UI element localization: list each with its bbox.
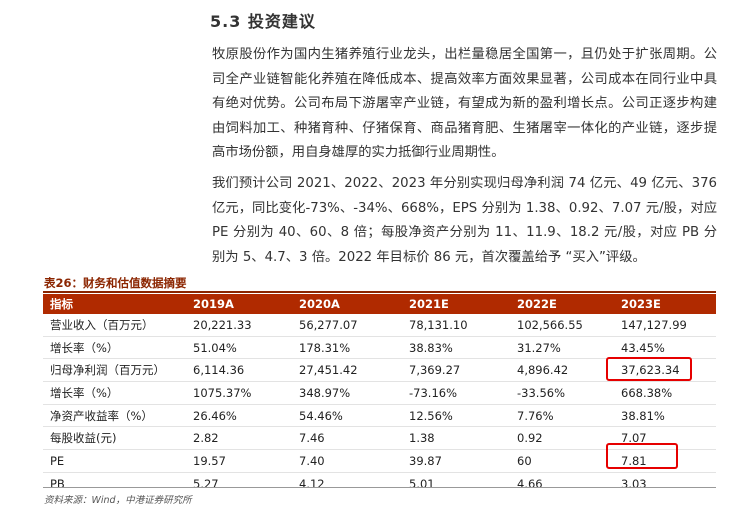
table-cell: 38.81% xyxy=(614,404,716,428)
table-cell: 0.92 xyxy=(510,426,614,451)
table-cell: 51.04% xyxy=(186,336,292,360)
highlight-box-net-profit-2023e xyxy=(606,357,692,381)
table-cell: 4.12 xyxy=(299,476,325,491)
table-cell: 4.66 xyxy=(517,476,543,491)
row-label: 增长率（%） xyxy=(43,381,186,405)
table-row-revenue-growth: 增长率（%） 51.04% 178.31% 38.83% 31.27% 43.4… xyxy=(43,336,716,360)
table-cell: 7.46 xyxy=(292,426,402,451)
row-label: 每股收益(元) xyxy=(43,426,186,451)
table-cell: 1075.37% xyxy=(186,381,292,405)
table-cell: 27,451.42 xyxy=(292,358,402,383)
header-2021e: 2021E xyxy=(402,294,510,314)
table-cell: 348.97% xyxy=(292,381,402,405)
row-label: 净资产收益率（%） xyxy=(43,404,186,428)
table-row-revenue: 营业收入（百万元） 20,221.33 56,277.07 78,131.10 … xyxy=(43,314,716,337)
table-cell: 2.82 xyxy=(186,426,292,451)
table-bottom-rule xyxy=(43,487,716,488)
table-row-roe: 净资产收益率（%） 26.46% 54.46% 12.56% 7.76% 38.… xyxy=(43,404,716,428)
highlight-box-pe-2023e xyxy=(606,443,678,469)
table-cell: 54.46% xyxy=(292,404,402,428)
table-cell: 4,896.42 xyxy=(510,358,614,383)
table-cell: 668.38% xyxy=(614,381,716,405)
table-cell: 102,566.55 xyxy=(510,314,614,337)
table-cell: 38.83% xyxy=(402,336,510,360)
row-label: 归母净利润（百万元） xyxy=(43,358,186,383)
table-top-rule xyxy=(43,291,716,293)
row-label: 营业收入（百万元） xyxy=(43,314,186,337)
section-heading: 5.3 投资建议 xyxy=(210,12,316,31)
table-cell: -33.56% xyxy=(510,381,614,405)
source-note: 资料来源：Wind，中港证券研究所 xyxy=(44,495,192,506)
table-cell: 7.40 xyxy=(292,449,402,473)
table-row-eps: 每股收益(元) 2.82 7.46 1.38 0.92 7.07 xyxy=(43,426,716,451)
header-2019a: 2019A xyxy=(186,294,292,314)
table-cell: 43.45% xyxy=(614,336,716,360)
row-label: PE xyxy=(43,449,186,473)
table-cell: 78,131.10 xyxy=(402,314,510,337)
table-cell: 1.38 xyxy=(402,426,510,451)
paragraph-forecast: 我们预计公司 2021、2022、2023 年分别实现归母净利润 74 亿元、4… xyxy=(212,176,717,265)
table-cell: 5.27 xyxy=(193,476,219,491)
table-cell: 26.46% xyxy=(186,404,292,428)
table-cell: 178.31% xyxy=(292,336,402,360)
table-cell: 60 xyxy=(510,449,614,473)
table-cell: 5.01 xyxy=(409,476,435,491)
table-cell: 56,277.07 xyxy=(292,314,402,337)
header-indicator: 指标 xyxy=(43,294,186,314)
table-cell: 147,127.99 xyxy=(614,314,716,337)
table-cell: 7.76% xyxy=(510,404,614,428)
table-cell: 39.87 xyxy=(402,449,510,473)
table-title: 表26：财务和估值数据摘要 xyxy=(44,276,187,290)
header-2022e: 2022E xyxy=(510,294,614,314)
table-header-row: 指标 2019A 2020A 2021E 2022E 2023E xyxy=(43,294,716,314)
table-cell: 7,369.27 xyxy=(402,358,510,383)
table-row-pe: PE 19.57 7.40 39.87 60 7.81 xyxy=(43,449,716,473)
table-cell: 19.57 xyxy=(186,449,292,473)
table-cell: 31.27% xyxy=(510,336,614,360)
paragraph-company-overview: 牧原股份作为国内生猪养殖行业龙头，出栏量稳居全国第一，且仍处于扩张周期。公司全产… xyxy=(212,47,717,160)
table-cell: 6,114.36 xyxy=(186,358,292,383)
table-cell: 20,221.33 xyxy=(186,314,292,337)
table-row-profit-growth: 增长率（%） 1075.37% 348.97% -73.16% -33.56% … xyxy=(43,381,716,405)
row-label: 增长率（%） xyxy=(43,336,186,360)
table-cell: -73.16% xyxy=(402,381,510,405)
header-2023e: 2023E xyxy=(614,294,716,314)
table-cell: 3.03 xyxy=(621,476,647,491)
table-cell: 12.56% xyxy=(402,404,510,428)
header-2020a: 2020A xyxy=(292,294,402,314)
